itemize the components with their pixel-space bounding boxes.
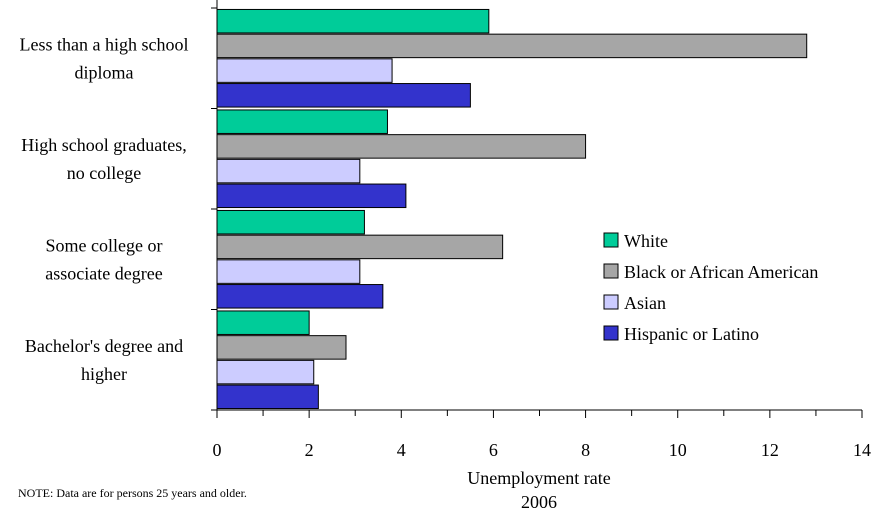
bar-asian-3 <box>216 359 315 385</box>
bar-hispanic-or-latino-0 <box>216 83 471 108</box>
legend-label: Asian <box>624 293 666 313</box>
bar-black-or-african-american-1 <box>216 134 587 159</box>
bar-black-or-african-american-3 <box>216 335 347 360</box>
legend-swatch <box>603 263 619 279</box>
x-tick-label: 0 <box>213 440 222 460</box>
bar-white-1 <box>216 109 388 134</box>
x-tick-label: 6 <box>489 440 498 460</box>
bar-white-0 <box>216 8 490 34</box>
bar-asian-0 <box>216 58 393 83</box>
bar-hispanic-or-latino-1 <box>216 183 407 209</box>
legend-label: Black or African American <box>624 262 818 282</box>
legend-item-asian: Asian <box>603 293 666 313</box>
bars-layer <box>216 8 808 410</box>
category-label: Some college or associate degree <box>45 235 162 283</box>
bar-black-or-african-american-0 <box>216 33 808 59</box>
x-tick-label: 12 <box>761 440 779 460</box>
category-label: Less than a high school diploma <box>20 34 189 82</box>
legend-label: Hispanic or Latino <box>624 324 759 344</box>
bar-asian-1 <box>216 158 361 184</box>
bar-black-or-african-american-2 <box>216 234 504 260</box>
chart-note: NOTE: Data are for persons 25 years and … <box>18 486 247 500</box>
legend-swatch <box>603 232 619 248</box>
x-tick-label: 14 <box>853 440 871 460</box>
bar-hispanic-or-latino-3 <box>216 384 319 410</box>
bar-asian-2 <box>216 259 361 284</box>
bar-white-3 <box>216 310 310 335</box>
x-tick-label: 2 <box>305 440 314 460</box>
x-tick-label: 8 <box>581 440 590 460</box>
legend-item-hispanic-or-latino: Hispanic or Latino <box>603 324 759 344</box>
axes-layer <box>211 0 863 418</box>
legend-item-black-or-african-american: Black or African American <box>603 262 818 282</box>
legend-item-white: White <box>603 231 668 251</box>
x-tick-label: 4 <box>397 440 406 460</box>
legend: White Black or African American Asian Hispa… <box>603 231 818 344</box>
legend-swatch <box>603 294 619 310</box>
category-label: Bachelor's degree and higher <box>25 336 183 384</box>
category-label: High school graduates, no college <box>21 135 186 183</box>
legend-label: White <box>624 231 668 251</box>
bar-hispanic-or-latino-2 <box>216 284 384 309</box>
x-axis-title: Unemployment rate 2006 <box>467 468 610 512</box>
legend-swatch <box>603 325 619 341</box>
labels-layer: Less than a high school diploma High schoo… <box>20 34 871 512</box>
bar-white-2 <box>216 209 365 235</box>
x-tick-label: 10 <box>669 440 687 460</box>
